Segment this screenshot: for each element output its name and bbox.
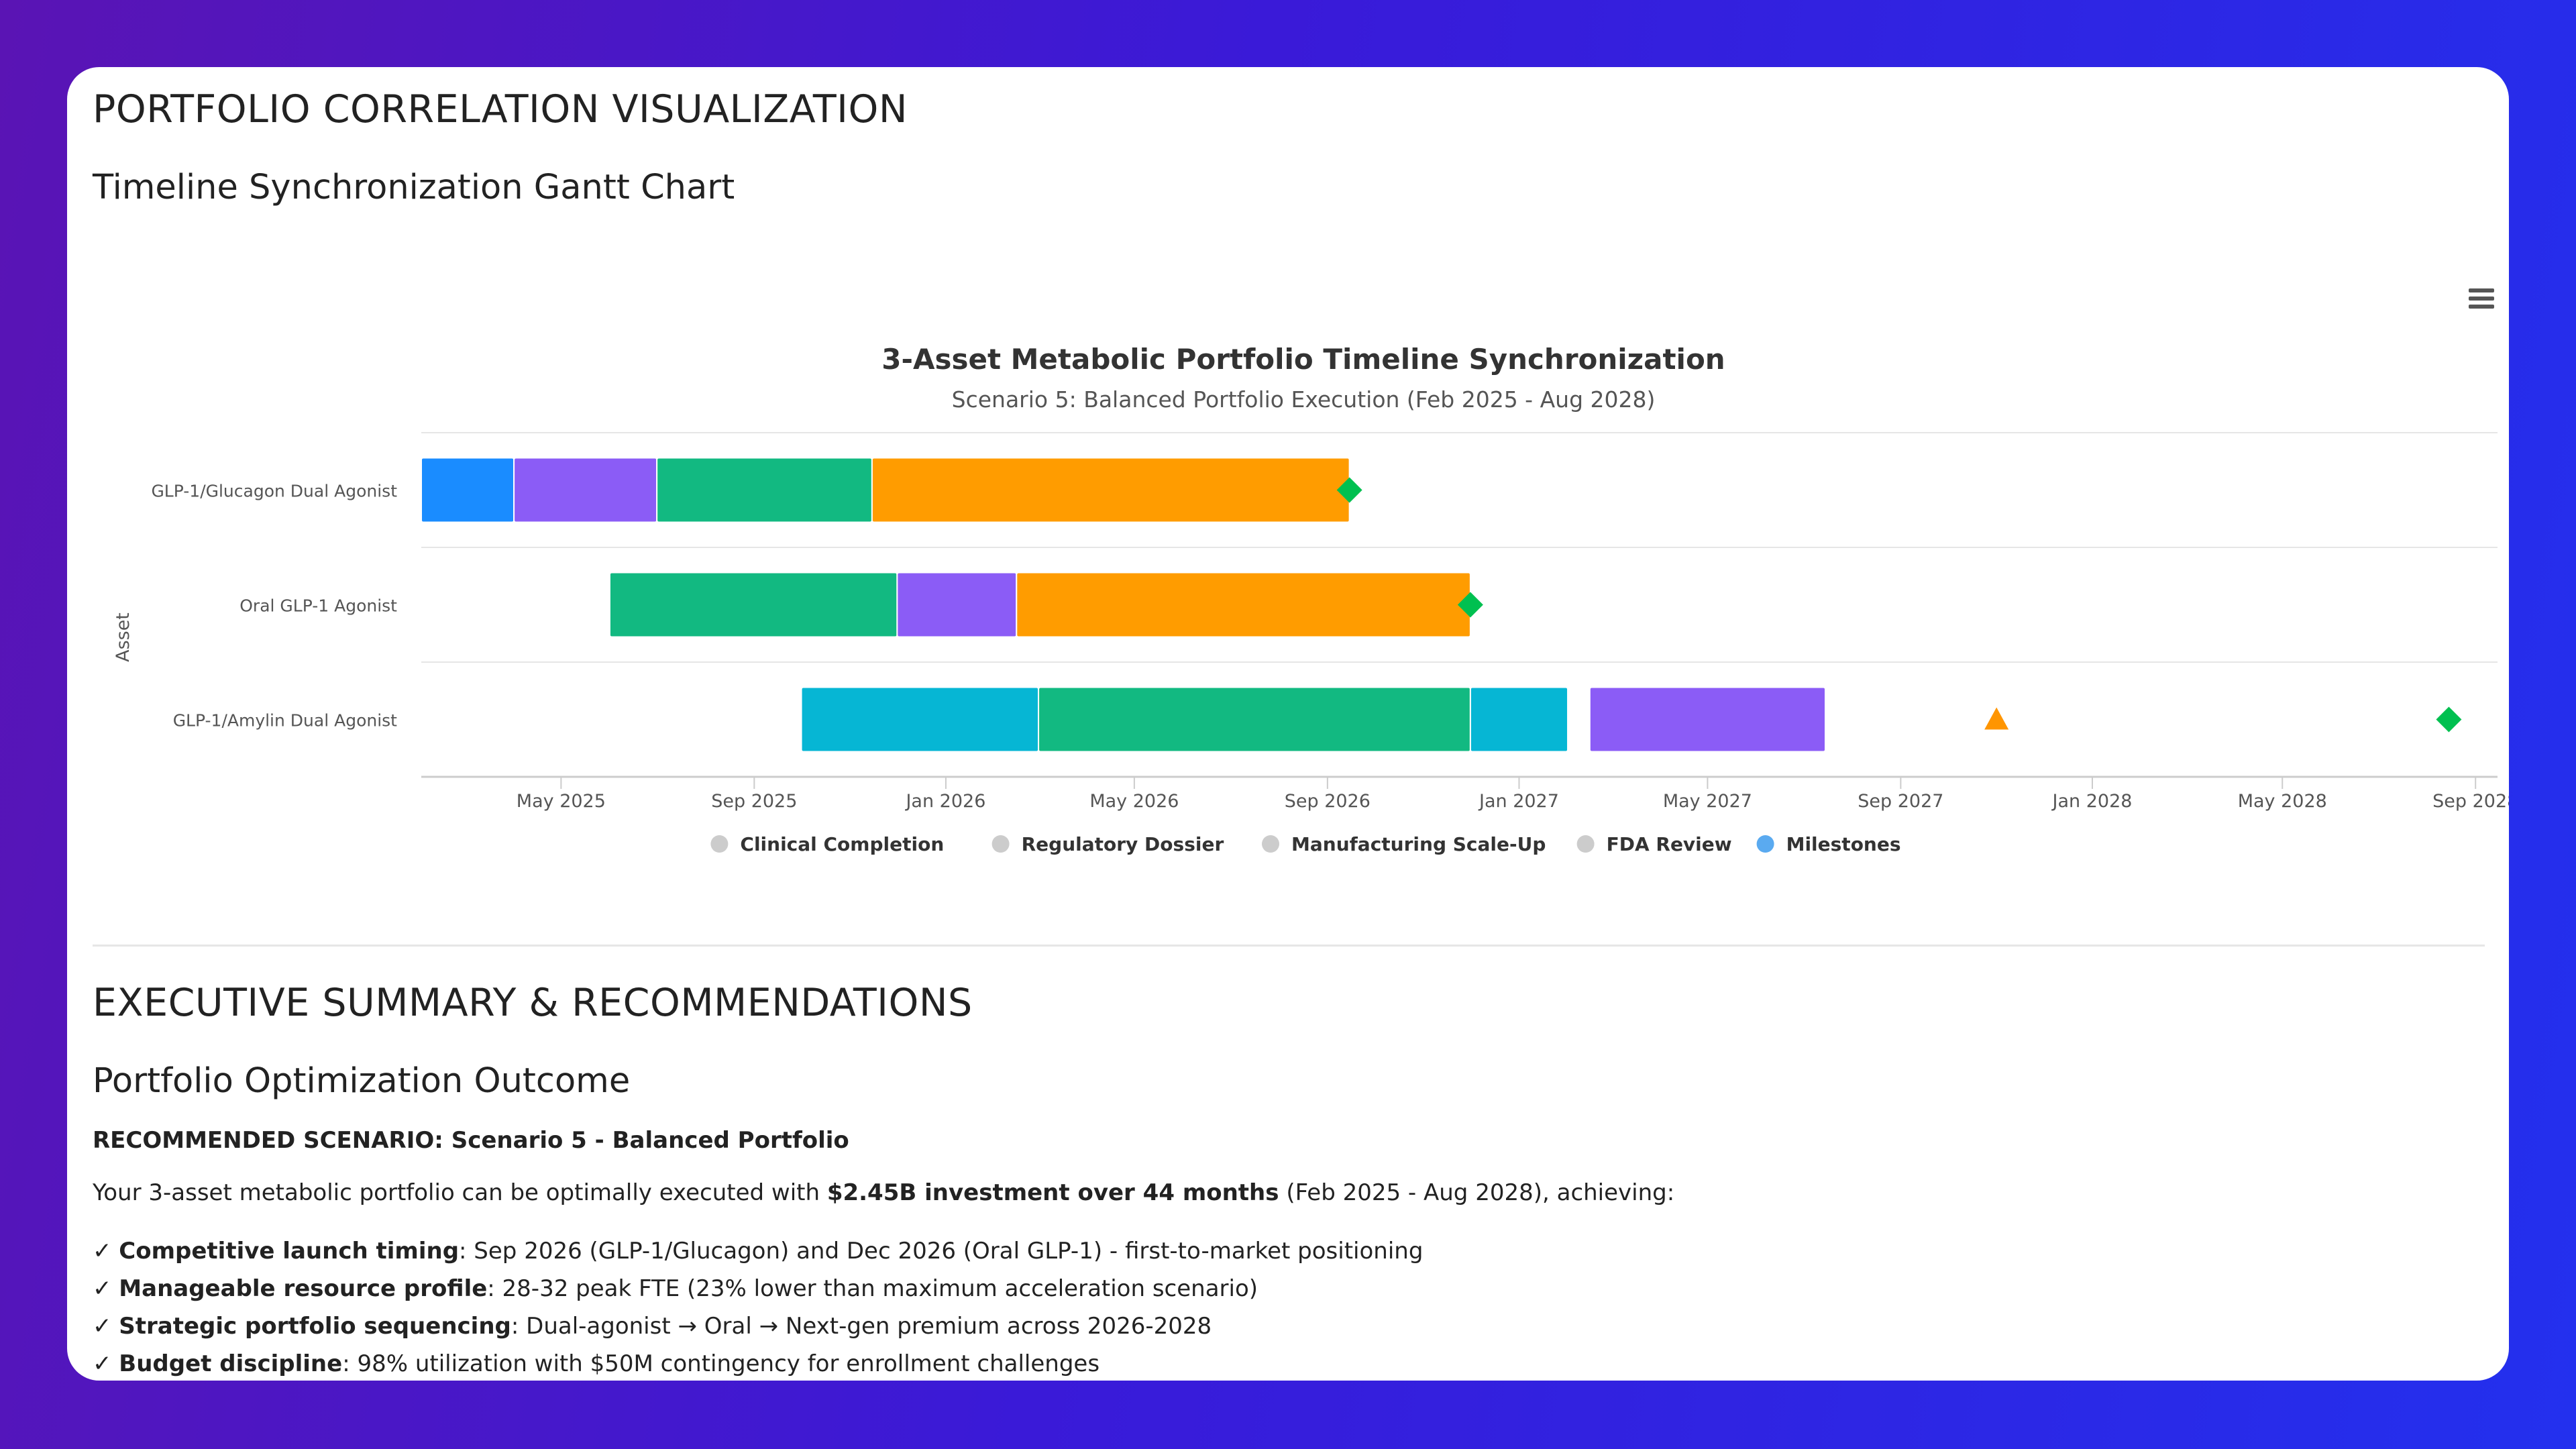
- legend-label: Milestones: [1786, 833, 1901, 855]
- milestone-diamond: [2436, 706, 2462, 733]
- gantt-bar: [1469, 686, 1569, 753]
- x-tick-label: May 2025: [517, 791, 606, 812]
- gantt-bar: [608, 572, 898, 638]
- x-tick-label: Jan 2027: [1478, 791, 1559, 812]
- recommended-scenario: RECOMMENDED SCENARIO: Scenario 5 - Balan…: [93, 1127, 849, 1154]
- gantt-bar: [800, 686, 1040, 753]
- section-title-executive-summary: EXECUTIVE SUMMARY & RECOMMENDATIONS: [93, 981, 973, 1025]
- legend-item[interactable]: FDA Review: [1576, 833, 1732, 855]
- x-tick-label: Sep 2028: [2432, 791, 2509, 812]
- legend-item[interactable]: Manufacturing Scale-Up: [1262, 833, 1546, 855]
- legend-dot: [1576, 835, 1595, 853]
- gantt-bar: [1589, 686, 1826, 753]
- x-tick-label: Jan 2026: [904, 791, 985, 812]
- summary-intro: Your 3-asset metabolic portfolio can be …: [93, 1179, 1675, 1206]
- x-tick-label: May 2028: [2238, 791, 2327, 812]
- gantt-bar: [1038, 686, 1471, 753]
- y-axis-title: Asset: [113, 612, 133, 662]
- y-axis-label: Oral GLP-1 Agonist: [239, 596, 397, 616]
- gantt-bar: [871, 457, 1350, 523]
- list-item: ✓ Competitive launch timing: Sep 2026 (G…: [93, 1238, 1424, 1265]
- legend-label: Clinical Completion: [740, 833, 944, 855]
- legend-item[interactable]: Regulatory Dossier: [991, 833, 1224, 855]
- gantt-chart: 3-Asset Metabolic Portfolio Timeline Syn…: [113, 343, 2509, 855]
- legend-label: Manufacturing Scale-Up: [1291, 833, 1546, 855]
- milestone-triangle: [1984, 707, 2009, 730]
- legend-item[interactable]: Milestones: [1756, 833, 1901, 855]
- gantt-bar: [896, 572, 1018, 638]
- gantt-bar: [513, 457, 658, 523]
- list-item: ✓ Budget discipline: 98% utilization wit…: [93, 1350, 1100, 1377]
- x-tick-label: Sep 2025: [711, 791, 797, 812]
- gantt-bar: [656, 457, 873, 523]
- section-subtitle-optimization: Portfolio Optimization Outcome: [93, 1061, 631, 1101]
- chart-subtitle: Scenario 5: Balanced Portfolio Execution…: [952, 386, 1656, 413]
- section-title-portfolio: PORTFOLIO CORRELATION VISUALIZATION: [93, 87, 908, 131]
- section-divider: [93, 945, 2485, 947]
- y-axis-label: GLP-1/Amylin Dual Agonist: [173, 711, 397, 731]
- list-item: ✓ Strategic portfolio sequencing: Dual-a…: [93, 1313, 1212, 1340]
- legend-item[interactable]: Clinical Completion: [710, 833, 944, 855]
- gantt-bar: [1016, 572, 1471, 638]
- x-tick-label: Sep 2026: [1285, 791, 1371, 812]
- legend-dot: [1756, 835, 1774, 853]
- section-subtitle-gantt: Timeline Synchronization Gantt Chart: [93, 168, 735, 207]
- legend-dot: [710, 835, 729, 853]
- y-axis-label: GLP-1/Glucagon Dual Agonist: [151, 482, 397, 501]
- chart-menu-icon[interactable]: [2469, 288, 2494, 309]
- milestone-diamond: [1336, 477, 1362, 503]
- x-tick-label: May 2027: [1663, 791, 1752, 812]
- legend-label: FDA Review: [1607, 833, 1732, 855]
- legend-dot: [991, 835, 1010, 853]
- x-tick-label: May 2026: [1089, 791, 1179, 812]
- x-tick-label: Sep 2027: [1858, 791, 1943, 812]
- gantt-bar: [421, 457, 515, 523]
- list-item: ✓ Manageable resource profile: 28-32 pea…: [93, 1275, 1258, 1302]
- milestone-diamond: [1457, 592, 1483, 618]
- chart-title: 3-Asset Metabolic Portfolio Timeline Syn…: [881, 343, 1725, 376]
- main-card: PORTFOLIO CORRELATION VISUALIZATION Time…: [67, 67, 2509, 1381]
- legend-dot: [1262, 835, 1279, 853]
- outcome-list: ✓ Competitive launch timing: Sep 2026 (G…: [93, 1232, 1423, 1381]
- legend-label: Regulatory Dossier: [1022, 833, 1224, 855]
- x-tick-label: Jan 2028: [2051, 791, 2133, 812]
